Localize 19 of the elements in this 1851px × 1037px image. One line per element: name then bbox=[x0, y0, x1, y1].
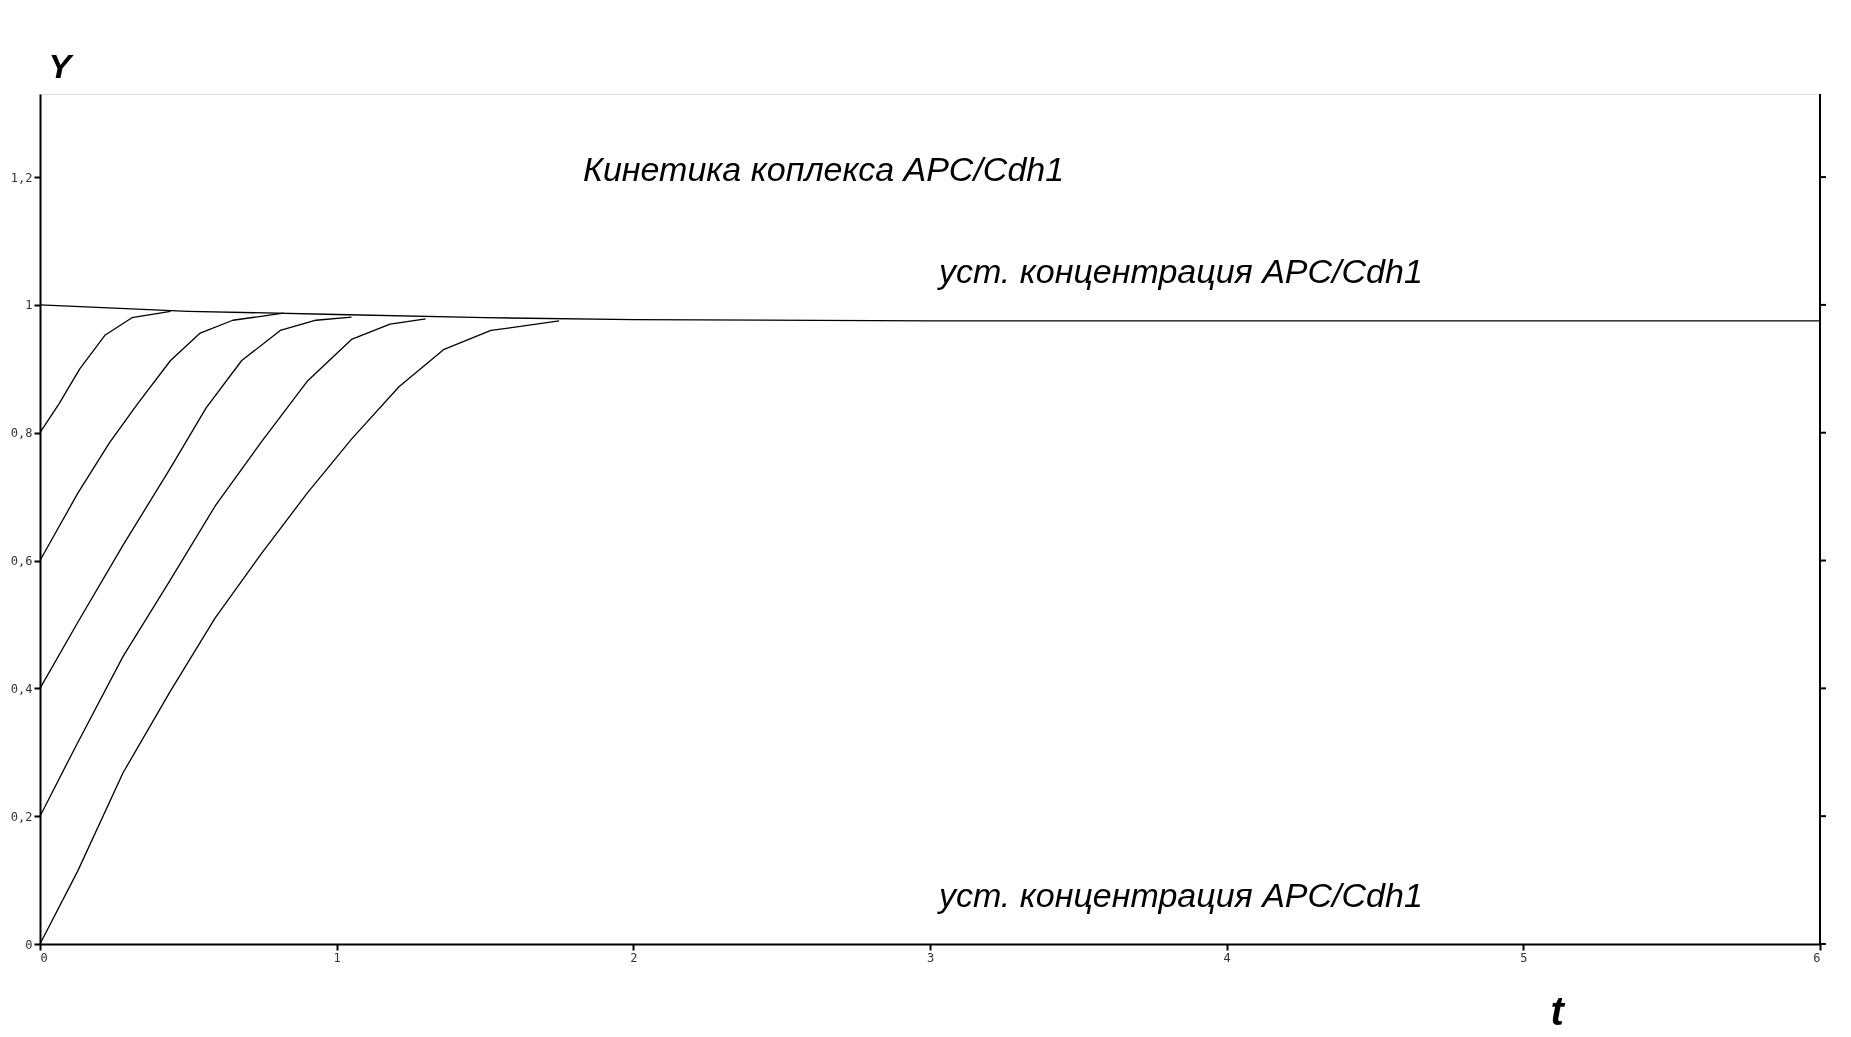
x-tick-label: 6 bbox=[1813, 950, 1821, 965]
y-tick-label: 0,6 bbox=[10, 554, 33, 569]
x-tick-label: 3 bbox=[926, 950, 935, 965]
annotation: уст. концентрация APC/Cdh1 bbox=[936, 876, 1423, 915]
y-tick-label: 0,8 bbox=[10, 426, 33, 441]
y-tick-label: 1 bbox=[25, 298, 33, 313]
x-tick-label: 1 bbox=[333, 950, 341, 965]
x-tick-label: 0 bbox=[40, 950, 48, 965]
x-tick-label: 2 bbox=[630, 950, 638, 965]
y-tick-label: 1,2 bbox=[10, 170, 33, 185]
text: Кинетика коплекса APC/Cdh1 bbox=[582, 149, 1065, 188]
y-tick-label: 0 bbox=[25, 937, 33, 952]
x-tick-label: 5 bbox=[1520, 950, 1528, 965]
x-tick-label: 4 bbox=[1223, 950, 1231, 965]
y-tick-label: 0,2 bbox=[10, 809, 33, 824]
annotation: уст. концентрация APC/Cdh1 bbox=[936, 251, 1423, 290]
x-axis-title: t bbox=[1550, 988, 1566, 1033]
y-tick-label: 0,4 bbox=[10, 681, 33, 696]
y-axis-title: Y bbox=[48, 46, 75, 85]
